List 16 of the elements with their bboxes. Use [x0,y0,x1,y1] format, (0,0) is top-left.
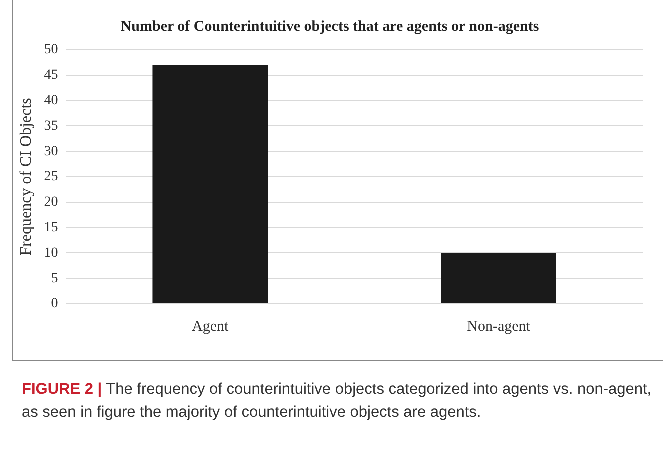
y-tick-label: 5 [51,271,58,286]
caption: FIGURE 2 | The frequency of counterintuitive objects categorized into agents vs. non-agent, as seen in figure the majority of counterintuitive objects are agents. [22,380,652,423]
y-tick-label: 10 [44,246,58,261]
y-axis-title: Frequency of CI Objects [18,98,35,256]
y-tick-label: 50 [44,42,58,58]
y-tick-label: 20 [44,195,58,210]
chart-title: Number of Counterintuitive objects that are agents or non-agents [120,18,540,35]
x-tick-label: Agent [192,318,230,335]
y-tick-label: 15 [44,220,58,236]
y-tick-label: 40 [44,93,58,108]
y-tick-label: 25 [44,170,58,185]
y-tick-label: 0 [51,296,58,312]
y-tick-label: 30 [44,144,58,160]
x-tick-label: Non-agent [467,318,532,335]
y-tick-label: 45 [44,68,58,84]
y-tick-label: 35 [44,118,58,134]
